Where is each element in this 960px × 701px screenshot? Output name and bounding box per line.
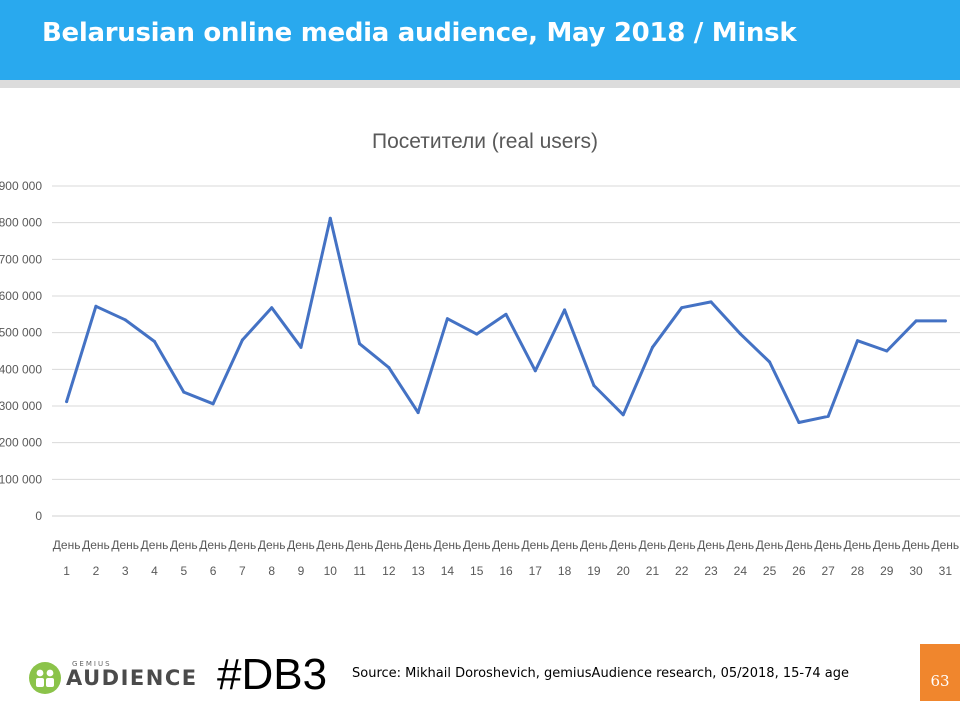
x-tick-label: День 15	[463, 538, 491, 578]
logo-gemius-text: GEMIUS	[72, 660, 112, 668]
gridlines	[52, 185, 960, 517]
page-number: 63	[930, 672, 950, 690]
gemius-audience-logo: GEMIUS AUDIENCE	[28, 658, 196, 698]
data-point	[65, 400, 69, 404]
chart-title: Посетители (real users)	[372, 130, 598, 153]
x-tick-label: День 30	[902, 538, 930, 578]
header-bar: Belarusian online media audience, May 20…	[0, 0, 960, 80]
data-point	[797, 421, 801, 424]
x-tick-label: День 27	[814, 538, 842, 578]
data-point	[153, 339, 157, 343]
x-tick-label: День 18	[551, 538, 579, 578]
x-tick-label: День 14	[434, 538, 462, 578]
page-number-badge: 63	[920, 644, 960, 701]
data-point	[475, 332, 479, 336]
x-tick-label: День 8	[258, 538, 286, 578]
x-tick-label: День 4	[141, 538, 169, 578]
data-point	[621, 413, 625, 417]
hashtag: #DB3	[217, 650, 328, 699]
data-point	[592, 383, 596, 387]
data-point	[240, 338, 244, 342]
y-tick-label: 900 000	[0, 179, 42, 193]
data-point	[914, 319, 918, 323]
data-point	[445, 317, 449, 321]
x-tick-label: День 26	[785, 538, 813, 578]
x-tick-label: День 3	[111, 538, 139, 578]
series-line	[65, 216, 947, 424]
y-tick-label: 800 000	[0, 216, 42, 230]
data-point	[270, 306, 274, 310]
x-tick-label: День 19	[580, 538, 608, 578]
y-tick-label: 200 000	[0, 436, 42, 450]
y-tick-label: 700 000	[0, 252, 42, 266]
data-point	[855, 339, 859, 343]
audience-logo-icon	[29, 662, 61, 694]
data-point	[563, 308, 567, 312]
x-tick-label: День 29	[873, 538, 901, 578]
x-tick-label: День 20	[609, 538, 637, 578]
data-point	[299, 345, 303, 349]
data-point	[416, 411, 420, 415]
data-point	[182, 390, 186, 394]
data-point	[504, 312, 508, 316]
x-tick-label: День 17	[521, 538, 549, 578]
x-tick-label: День 23	[697, 538, 725, 578]
header-shadow	[0, 80, 960, 88]
x-tick-label: День 25	[756, 538, 784, 578]
data-point	[328, 216, 332, 220]
x-tick-label: День 21	[639, 538, 667, 578]
x-tick-label: День 1	[53, 538, 81, 578]
data-point	[768, 360, 772, 364]
data-point	[94, 304, 98, 308]
y-tick-label: 500 000	[0, 326, 42, 340]
x-tick-label: День 5	[170, 538, 198, 578]
data-point	[211, 402, 215, 406]
x-tick-label: День 9	[287, 538, 315, 578]
x-tick-label: День 6	[199, 538, 227, 578]
x-tick-label: День 10	[316, 538, 344, 578]
x-tick-label: День 16	[492, 538, 520, 578]
x-tick-label: День 13	[404, 538, 432, 578]
data-point	[358, 342, 362, 346]
data-point	[123, 318, 127, 322]
data-point	[826, 414, 830, 418]
x-tick-label: День 24	[726, 538, 754, 578]
x-tick-label: День 2	[82, 538, 110, 578]
y-axis-ticks: 0 100 000 200 000 300 000 400 000 500 000 600 …	[0, 179, 42, 523]
source-note: Source: Mikhail Doroshevich, gemiusAudie…	[352, 666, 849, 681]
x-tick-label: День 12	[375, 538, 403, 578]
x-tick-label: День 22	[668, 538, 696, 578]
page-title: Belarusian online media audience, May 20…	[42, 18, 797, 48]
data-point	[387, 366, 391, 369]
data-point	[650, 345, 654, 349]
x-tick-label: День 11	[346, 538, 374, 578]
y-tick-label: 600 000	[0, 289, 42, 303]
x-tick-label: День 31	[932, 538, 960, 578]
data-point	[943, 319, 947, 323]
data-point	[533, 369, 537, 373]
data-point	[885, 349, 889, 353]
data-point	[680, 306, 684, 310]
y-tick-label: 400 000	[0, 362, 42, 376]
data-point	[709, 300, 713, 304]
line-chart: Посетители (real users) 0 100 000 200 000 3…	[0, 130, 960, 578]
x-tick-label: День 28	[844, 538, 872, 578]
y-tick-label: 300 000	[0, 399, 42, 413]
data-point	[738, 332, 742, 336]
x-tick-label: День 7	[229, 538, 257, 578]
logo-audience-text: AUDIENCE	[66, 666, 198, 690]
series-polyline	[65, 216, 947, 424]
y-tick-label: 100 000	[0, 472, 42, 486]
y-tick-label: 0	[35, 509, 42, 523]
